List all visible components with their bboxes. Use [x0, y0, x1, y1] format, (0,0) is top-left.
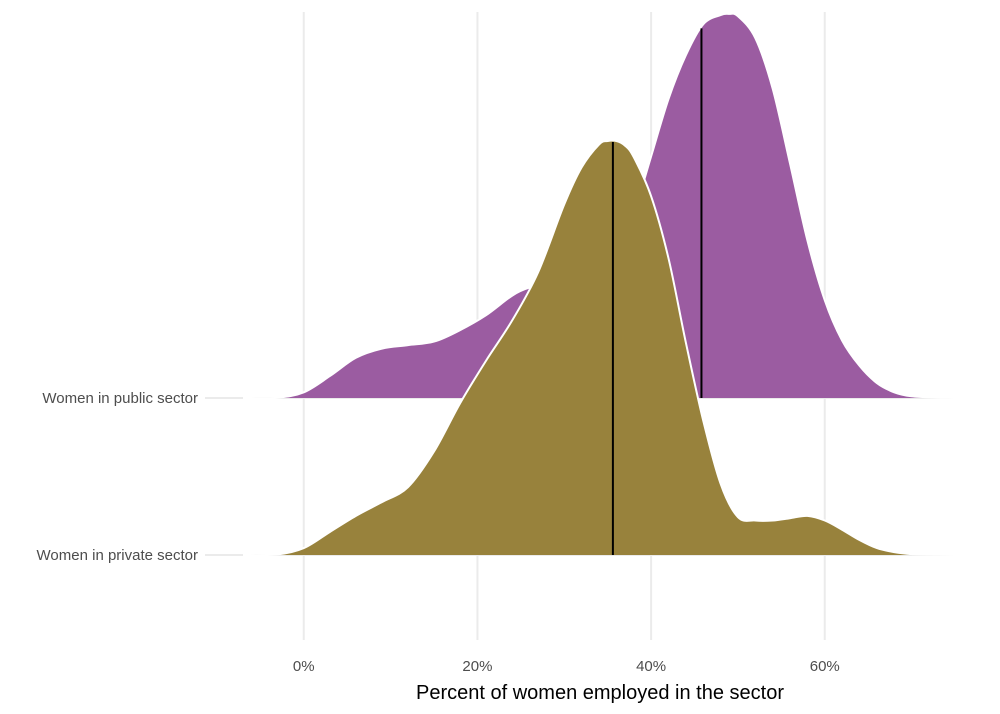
y-tick-label: Women in public sector	[42, 390, 198, 407]
x-tick-label: 20%	[462, 658, 492, 675]
axis-labels: 0% 20% 40% 60% Women in public sector Women i…	[37, 390, 840, 675]
density-area-private	[243, 140, 955, 556]
y-tick-label: Women in private sector	[37, 547, 198, 564]
x-axis-title: Percent of women employed in the sector	[416, 682, 784, 704]
density-ridges	[242, 12, 956, 557]
x-tick-label: 60%	[810, 658, 840, 675]
x-tick-label: 0%	[293, 658, 315, 675]
x-tick-label: 40%	[636, 658, 666, 675]
density-outline-private	[242, 139, 956, 557]
